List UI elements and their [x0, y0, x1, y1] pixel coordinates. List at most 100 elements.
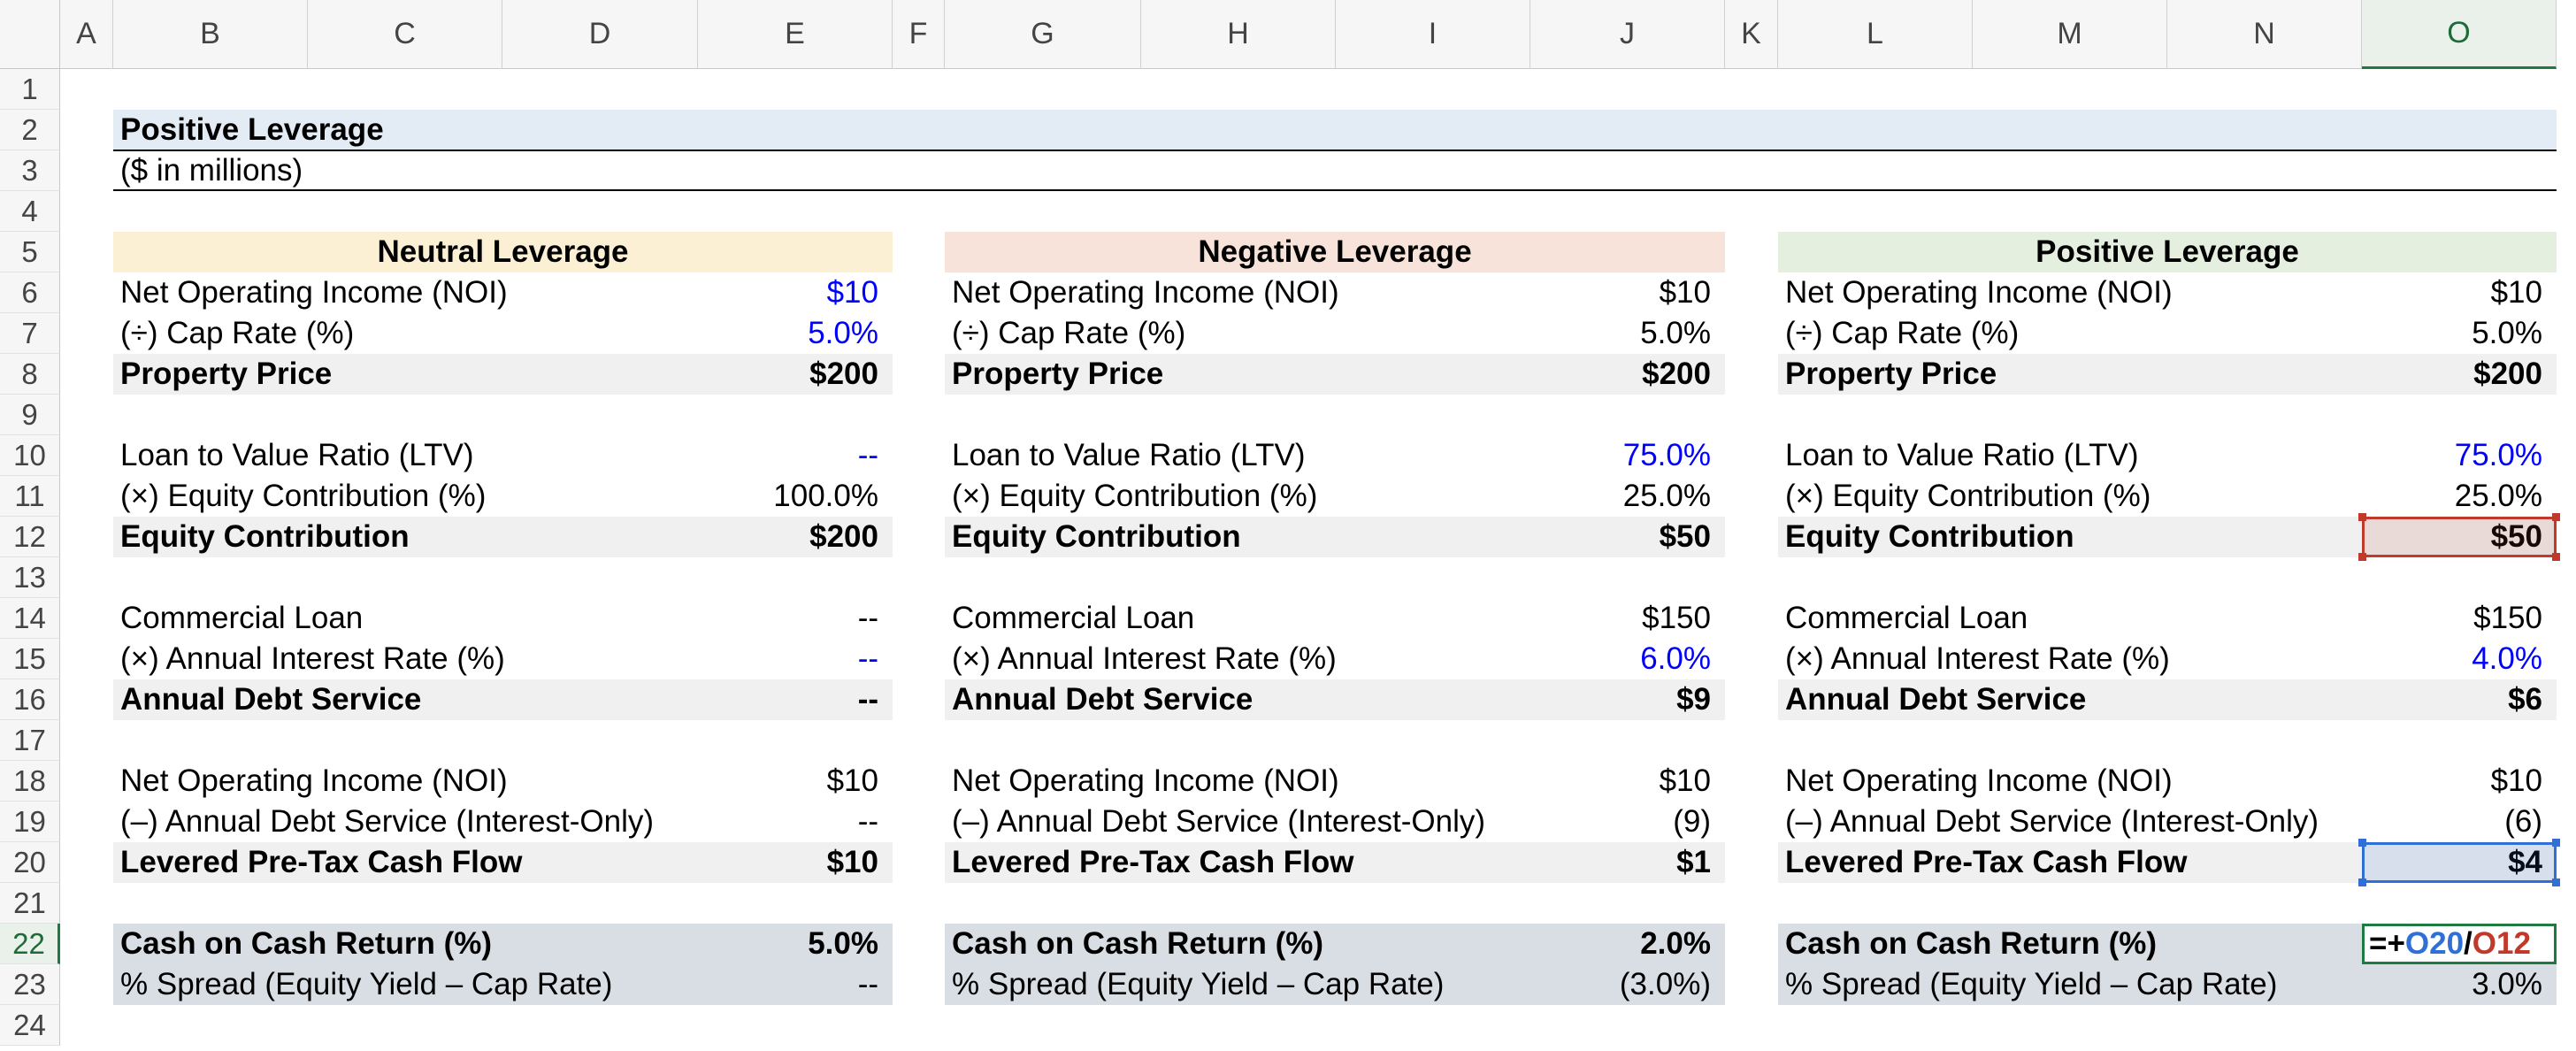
positive-row-value[interactable]: $10 — [2490, 275, 2542, 310]
column-header-l[interactable]: L — [1778, 0, 1973, 69]
positive-row-value[interactable]: 25.0% — [2454, 479, 2542, 513]
row-header-1[interactable]: 1 — [0, 69, 60, 110]
reference-resize-handle[interactable] — [2358, 513, 2366, 521]
positive-row-value[interactable]: $6 — [2508, 682, 2542, 717]
reference-resize-handle[interactable] — [2552, 553, 2560, 561]
positive-row-label: % Spread (Equity Yield – Cap Rate) — [1785, 967, 2278, 1001]
column-header-k[interactable]: K — [1725, 0, 1778, 69]
neutral-row-value[interactable]: -- — [857, 601, 878, 635]
select-all-corner[interactable] — [0, 0, 60, 69]
column-header-n[interactable]: N — [2167, 0, 2362, 69]
column-header-a[interactable]: A — [60, 0, 113, 69]
column-header-j[interactable]: J — [1530, 0, 1725, 69]
neutral-row-value[interactable]: -- — [857, 641, 878, 676]
negative-row-value[interactable]: $50 — [1659, 519, 1711, 554]
negative-row-value[interactable]: $1 — [1676, 845, 1711, 879]
reference-resize-handle[interactable] — [2358, 878, 2366, 886]
row-header-9[interactable]: 9 — [0, 395, 60, 435]
active-cell-editor[interactable] — [2362, 924, 2557, 964]
row-header-14[interactable]: 14 — [0, 598, 60, 639]
negative-row-value[interactable]: $9 — [1676, 682, 1711, 717]
column-header-b[interactable]: B — [113, 0, 308, 69]
positive-row-value[interactable]: $150 — [2473, 601, 2542, 635]
negative-row-value[interactable]: $150 — [1642, 601, 1711, 635]
neutral-row-value[interactable]: $200 — [809, 357, 878, 391]
negative-row-value[interactable]: $200 — [1642, 357, 1711, 391]
row-header-10[interactable]: 10 — [0, 435, 60, 476]
positive-row-value[interactable]: 5.0% — [2472, 316, 2542, 350]
negative-row-value[interactable]: (3.0%) — [1619, 967, 1711, 1001]
neutral-row-value[interactable]: -- — [857, 438, 878, 472]
positive-row-value[interactable]: 3.0% — [2472, 967, 2542, 1001]
row-header-15[interactable]: 15 — [0, 639, 60, 679]
positive-row-value[interactable]: 4.0% — [2472, 641, 2542, 676]
neutral-row-value[interactable]: $200 — [809, 519, 878, 554]
positive-row-value[interactable]: $10 — [2490, 763, 2542, 798]
negative-row-value[interactable]: (9) — [1673, 804, 1711, 839]
row-header-21[interactable]: 21 — [0, 883, 60, 924]
negative-row-value[interactable]: $10 — [1659, 275, 1711, 310]
sheet-title: Positive Leverage — [120, 112, 384, 147]
reference-resize-handle[interactable] — [2358, 839, 2366, 847]
row-header-24[interactable]: 24 — [0, 1005, 60, 1046]
column-header-i[interactable]: I — [1336, 0, 1530, 69]
formula-text[interactable]: =+O20/O12 — [2369, 924, 2531, 964]
positive-row-value[interactable]: $200 — [2473, 357, 2542, 391]
neutral-row-value[interactable]: $10 — [826, 845, 878, 879]
row-header-16[interactable]: 16 — [0, 679, 60, 720]
row-header-4[interactable]: 4 — [0, 191, 60, 232]
neutral-row-label: Net Operating Income (NOI) — [120, 763, 508, 798]
reference-resize-handle[interactable] — [2552, 513, 2560, 521]
column-header-e[interactable]: E — [698, 0, 893, 69]
positive-row-value[interactable]: $50 — [2490, 519, 2542, 554]
reference-resize-handle[interactable] — [2552, 878, 2560, 886]
row-header-18[interactable]: 18 — [0, 761, 60, 802]
column-header-h[interactable]: H — [1141, 0, 1336, 69]
reference-resize-handle[interactable] — [2552, 839, 2560, 847]
row-header-8[interactable]: 8 — [0, 354, 60, 395]
negative-row-value[interactable]: 2.0% — [1640, 926, 1711, 961]
row-header-7[interactable]: 7 — [0, 313, 60, 354]
negative-row-value[interactable]: 6.0% — [1640, 641, 1711, 676]
neutral-row-value[interactable]: $10 — [826, 763, 878, 798]
row-header-22[interactable]: 22 — [0, 924, 60, 964]
negative-row-value[interactable]: 25.0% — [1622, 479, 1711, 513]
neutral-row-value[interactable]: -- — [857, 967, 878, 1001]
row-header-13[interactable]: 13 — [0, 557, 60, 598]
column-header-c[interactable]: C — [308, 0, 502, 69]
neutral-row-value[interactable]: 5.0% — [808, 316, 878, 350]
neutral-row-value[interactable]: 100.0% — [773, 479, 878, 513]
negative-row-value[interactable]: $10 — [1659, 763, 1711, 798]
neutral-row-label: Equity Contribution — [120, 519, 410, 554]
positive-row-value[interactable]: 75.0% — [2454, 438, 2542, 472]
positive-row-value[interactable]: $4 — [2508, 845, 2542, 879]
neutral-row-value[interactable]: -- — [857, 682, 878, 717]
positive-row-band — [1778, 354, 2557, 395]
row-header-11[interactable]: 11 — [0, 476, 60, 517]
positive-row-label: (–) Annual Debt Service (Interest-Only) — [1785, 804, 2319, 839]
row-header-6[interactable]: 6 — [0, 272, 60, 313]
row-header-19[interactable]: 19 — [0, 802, 60, 842]
negative-row-value[interactable]: 75.0% — [1622, 438, 1711, 472]
reference-box-o20 — [2362, 842, 2557, 883]
row-header-2[interactable]: 2 — [0, 110, 60, 150]
row-header-5[interactable]: 5 — [0, 232, 60, 272]
row-header-23[interactable]: 23 — [0, 964, 60, 1005]
column-header-m[interactable]: M — [1973, 0, 2167, 69]
row-header-12[interactable]: 12 — [0, 517, 60, 557]
row-header-20[interactable]: 20 — [0, 842, 60, 883]
column-header-d[interactable]: D — [502, 0, 698, 69]
column-header-o[interactable]: O — [2362, 0, 2557, 69]
reference-resize-handle[interactable] — [2358, 553, 2366, 561]
row-header-17[interactable]: 17 — [0, 720, 60, 761]
neutral-row-value[interactable]: 5.0% — [808, 926, 878, 961]
column-header-f[interactable]: F — [893, 0, 945, 69]
negative-row-value[interactable]: 5.0% — [1640, 316, 1711, 350]
neutral-row-value[interactable]: $10 — [826, 275, 878, 310]
positive-row-value[interactable]: (6) — [2504, 804, 2542, 839]
neutral-row-value[interactable]: -- — [857, 804, 878, 839]
negative-row-label: Annual Debt Service — [952, 682, 1254, 717]
row-header-3[interactable]: 3 — [0, 150, 60, 191]
column-header-g[interactable]: G — [945, 0, 1141, 69]
